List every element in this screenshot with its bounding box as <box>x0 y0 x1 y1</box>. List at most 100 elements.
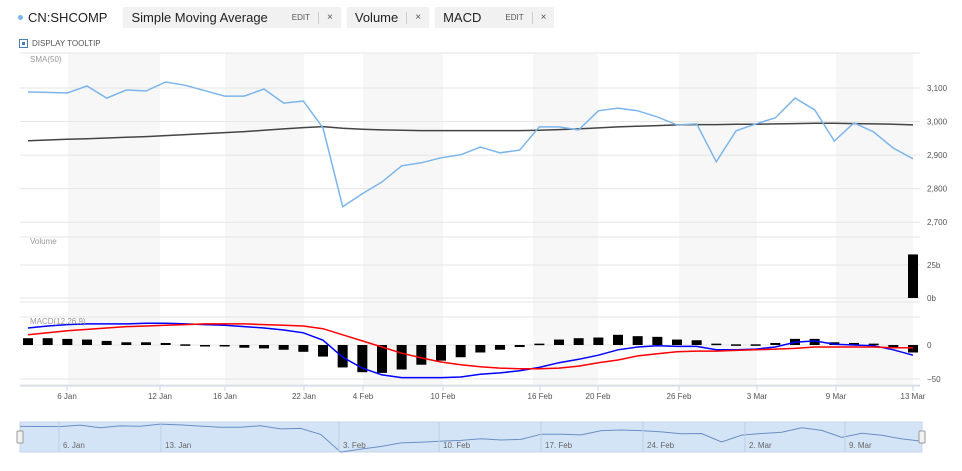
edit-button[interactable]: EDIT <box>291 13 311 22</box>
indicator-tab-volume[interactable]: Volume × <box>346 7 430 28</box>
indicator-tab-macd[interactable]: MACD EDIT × <box>435 7 555 28</box>
macd-histogram-bar <box>318 345 328 357</box>
macd-histogram-bar <box>908 345 918 353</box>
macd-histogram-bar <box>613 334 623 345</box>
display-tooltip-toggle[interactable]: DISPLAY TOOLTIP <box>19 39 101 48</box>
x-tick-label: 6 Jan <box>57 392 77 401</box>
macd-histogram-bar <box>593 337 604 345</box>
price-tick-label: 2,700 <box>927 218 948 227</box>
series-dot-icon <box>18 15 23 20</box>
divider <box>406 11 408 24</box>
divider <box>318 11 320 24</box>
navigator-tick-label: 6. Jan <box>63 441 85 450</box>
volume-bar <box>908 254 918 298</box>
macd-histogram-bar <box>23 338 33 345</box>
macd-histogram-bar <box>652 336 663 345</box>
macd-histogram-bar <box>475 345 486 353</box>
weekend-band <box>225 53 304 385</box>
x-tick-label: 3 Mar <box>747 392 768 401</box>
weekend-band <box>679 53 757 385</box>
macd-histogram-bar <box>101 340 112 345</box>
macd-histogram-bar <box>731 344 741 346</box>
macd-histogram-bar <box>809 338 820 345</box>
price-line <box>27 81 914 209</box>
macd-histogram-bar <box>750 344 761 346</box>
macd-histogram-bar <box>849 342 859 345</box>
macd-histogram-bar <box>396 345 407 370</box>
price-tick-label: 3,000 <box>927 118 948 127</box>
macd-histogram-bar <box>868 343 879 346</box>
x-tick-label: 13 Mar <box>901 392 926 401</box>
navigator-tick-label: 13. Jan <box>165 441 191 450</box>
close-icon[interactable]: × <box>327 12 333 23</box>
weekend-band <box>363 53 443 385</box>
x-tick-label: 4 Feb <box>353 392 374 401</box>
navigator-tick-label: 2. Mar <box>749 441 772 450</box>
volume-tick-label: 0b <box>927 294 936 303</box>
weekend-band <box>68 53 160 385</box>
macd-histogram-bar <box>770 342 781 345</box>
navigator-tick-label: 10. Feb <box>443 441 471 450</box>
x-tick-label: 12 Jan <box>148 392 172 401</box>
navigator-tick-label: 17. Feb <box>545 441 573 450</box>
macd-histogram-bar <box>514 345 525 348</box>
x-tick-label: 22 Jan <box>292 392 316 401</box>
price-tick-label: 2,800 <box>927 185 948 194</box>
macd-histogram-bar <box>121 342 132 345</box>
macd-histogram-bar <box>888 345 899 348</box>
navigator-line <box>19 423 923 453</box>
x-tick-label: 20 Feb <box>586 392 611 401</box>
price-tick-label: 2,900 <box>927 151 948 160</box>
navigator-range <box>19 421 923 453</box>
macd-histogram-bar <box>495 345 505 350</box>
macd-histogram-bar <box>573 338 584 345</box>
macd-histogram-bar <box>711 343 722 346</box>
price-tick-label: 3,100 <box>927 84 948 93</box>
macd-tick-label: −50 <box>927 375 941 384</box>
weekend-band <box>836 53 913 385</box>
edit-button[interactable]: EDIT <box>505 13 524 22</box>
navigator-handle-right[interactable] <box>918 430 926 444</box>
macd-histogram-bar <box>357 345 368 373</box>
macd-histogram-bar <box>160 342 171 345</box>
navigator-tick-label: 24. Feb <box>647 441 675 450</box>
volume-label: Volume <box>30 237 57 246</box>
macd-histogram-bar <box>42 338 53 345</box>
macd-histogram-bar <box>180 344 191 346</box>
checkbox-icon[interactable] <box>19 39 28 48</box>
macd-histogram-bar <box>200 345 210 347</box>
macd-histogram-bar <box>298 345 309 352</box>
close-icon[interactable]: × <box>415 12 422 23</box>
macd-histogram-bar <box>554 339 564 345</box>
navigator-tick-label: 3. Feb <box>343 441 366 450</box>
x-tick-label: 16 Feb <box>528 392 553 401</box>
macd-histogram-bar <box>455 345 466 358</box>
macd-histogram-bar <box>141 342 151 345</box>
sma-line <box>27 122 914 142</box>
navigator-handle-left[interactable] <box>16 430 24 444</box>
symbol-label[interactable]: CN:SHCOMP <box>14 10 117 25</box>
close-icon[interactable]: × <box>540 12 547 23</box>
macd-histogram-bar <box>82 339 92 345</box>
macd-histogram-bar <box>259 345 269 349</box>
navigator-tick-label: 9. Mar <box>849 441 872 450</box>
indicator-tab-sma[interactable]: Simple Moving Average EDIT × <box>123 7 341 28</box>
macd-line <box>27 322 914 379</box>
macd-histogram-bar <box>436 345 446 361</box>
divider <box>531 11 533 24</box>
macd-histogram-bar <box>62 338 73 345</box>
x-tick-label: 16 Jan <box>213 392 237 401</box>
macd-tick-label: 0 <box>927 341 932 350</box>
macd-histogram-bar <box>416 345 427 365</box>
x-tick-label: 26 Feb <box>667 392 692 401</box>
x-tick-label: 10 Feb <box>431 392 456 401</box>
macd-histogram-bar <box>239 345 250 348</box>
macd-histogram-bar <box>219 345 230 347</box>
weekend-band <box>533 53 598 385</box>
macd-histogram-bar <box>632 336 643 345</box>
macd-histogram-bar <box>278 345 289 350</box>
macd-label: MACD(12,26,9) <box>30 317 86 326</box>
indicator-bar: CN:SHCOMP Simple Moving Average EDIT × Vol… <box>14 7 555 28</box>
x-tick-label: 9 Mar <box>826 392 847 401</box>
